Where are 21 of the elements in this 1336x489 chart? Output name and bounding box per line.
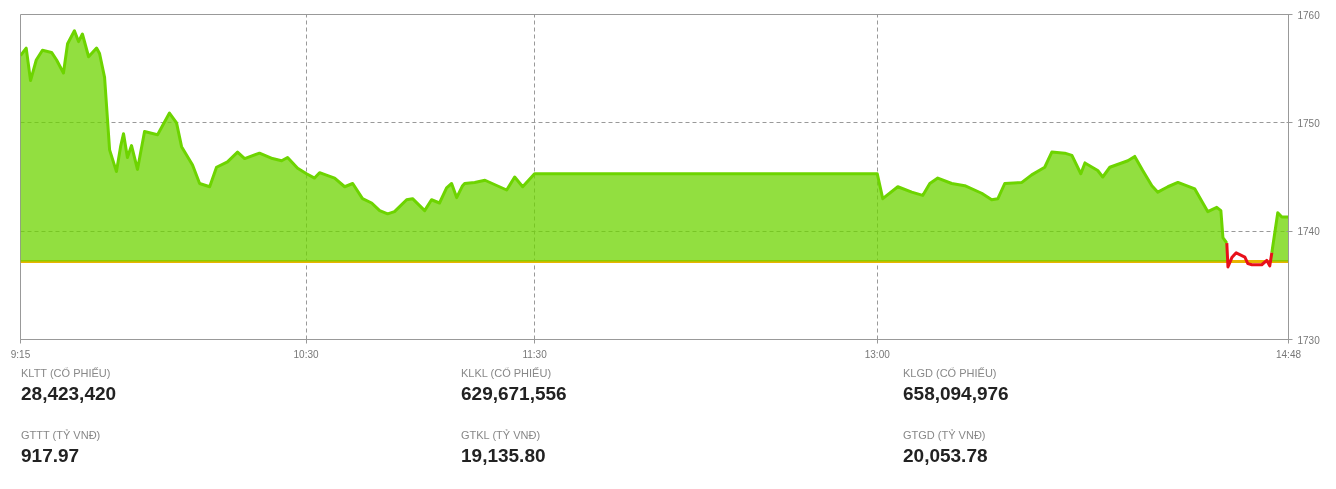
text: 629,671,556 <box>461 383 567 405</box>
text: GTKL (TỶ VNĐ) <box>461 429 541 441</box>
text: 658,094,976 <box>903 383 1009 405</box>
text: GTGD (TỶ VNĐ) <box>903 429 986 441</box>
y-tick-label: 1750 <box>1297 117 1321 129</box>
x-tick-label: 10:30 <box>293 348 320 360</box>
y-tick-label: 1760 <box>1297 9 1321 21</box>
text: 28,423,420 <box>21 383 117 405</box>
text: 917.97 <box>21 445 80 467</box>
x-tick-label: 13:00 <box>864 348 891 360</box>
text: GTTT (TỶ VNĐ) <box>21 429 101 441</box>
x-tick-label: 14:48 <box>1275 348 1302 360</box>
y-tick-label: 1730 <box>1297 334 1321 346</box>
text: 20,053.78 <box>903 445 988 467</box>
x-tick-label: 11:30 <box>522 348 548 360</box>
text: KLKL (CỔ PHIẾU) <box>461 367 552 379</box>
text: KLTT (CỔ PHIẾU) <box>21 367 111 379</box>
text: 19,135.80 <box>461 445 546 467</box>
x-tick-label: 9:15 <box>10 348 31 360</box>
text: KLGD (CỔ PHIẾU) <box>903 367 997 379</box>
y-tick-label: 1740 <box>1297 226 1321 238</box>
